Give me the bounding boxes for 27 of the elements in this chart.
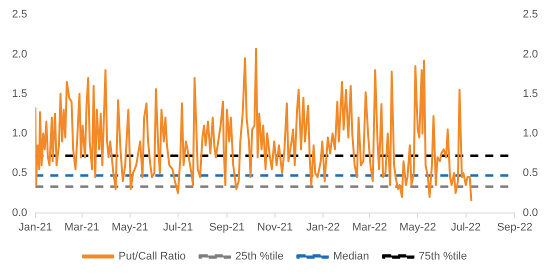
- x-tick-label: Mar-22: [352, 221, 388, 234]
- y-tick-label: 0.5: [12, 167, 28, 180]
- y2-tick-label: 0.0: [522, 206, 538, 219]
- y-tick-label: 1.5: [12, 88, 28, 100]
- x-tick-label: Jul-22: [450, 221, 481, 234]
- x-tick-label: Mar-21: [64, 221, 100, 234]
- y-tick-label: 1.0: [12, 128, 28, 140]
- x-tick-label: Jan-21: [18, 221, 52, 234]
- x-tick-label: Jan-22: [306, 221, 340, 234]
- x-tick-label: May-22: [399, 221, 436, 234]
- legend-label: 25th %tile: [235, 250, 284, 263]
- y2-tick-label: 1.5: [522, 88, 538, 100]
- y2-tick-label: 2.5: [522, 8, 538, 21]
- legend-label: Median: [333, 250, 370, 263]
- legend-label: Put/Call Ratio: [118, 250, 186, 263]
- y-tick-label: 2.0: [12, 48, 28, 60]
- x-tick-label: May-21: [112, 221, 148, 234]
- x-tick-label: Sep-21: [209, 221, 245, 234]
- y-tick-label: 2.5: [12, 8, 28, 21]
- x-tick-label: Nov-21: [257, 221, 293, 234]
- x-tick-label: Sep-22: [496, 221, 532, 234]
- y2-tick-label: 2.0: [522, 48, 538, 60]
- x-tick-label: Jul-21: [163, 221, 193, 234]
- y2-tick-label: 0.5: [522, 167, 538, 180]
- legend-label: 75th %tile: [418, 250, 467, 263]
- y2-tick-label: 1.0: [522, 128, 538, 140]
- y-tick-label: 0.0: [12, 206, 28, 219]
